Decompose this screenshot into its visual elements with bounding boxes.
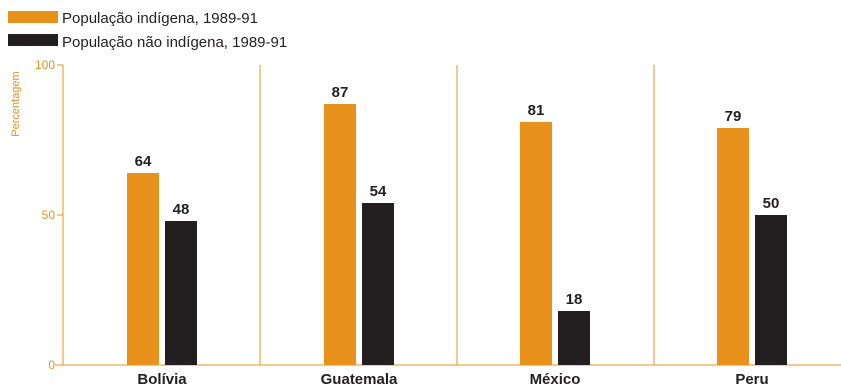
legend-label-non-indigenous: População não indígena, 1989-91: [62, 34, 287, 51]
y-tick-label: 50: [42, 208, 56, 222]
data-label: 87: [332, 84, 349, 101]
data-label: 64: [135, 153, 152, 170]
bar-non-indigenous: [165, 221, 197, 365]
category-label: Bolívia: [137, 371, 187, 387]
category-label: Peru: [735, 371, 768, 387]
y-tick-label: 0: [48, 358, 55, 372]
data-label: 50: [763, 195, 780, 212]
bar-non-indigenous: [755, 215, 787, 365]
data-label: 48: [173, 201, 190, 218]
y-tick-label: 100: [35, 58, 55, 72]
legend-label-indigenous: População indígena, 1989-91: [62, 10, 258, 27]
legend-swatch-indigenous: [8, 11, 58, 23]
data-label: 81: [528, 102, 545, 119]
legend: População indígena, 1989-91 População nã…: [8, 10, 287, 51]
legend-swatch-non-indigenous: [8, 34, 58, 46]
data-label: 79: [725, 108, 742, 125]
bars: 64 48 Bolívia 87 54 Guatemala 81 18 México 79 50 Pe…: [127, 84, 787, 387]
bar-non-indigenous: [558, 311, 590, 365]
category-label: México: [530, 371, 581, 387]
bar-non-indigenous: [362, 203, 394, 365]
bar-indigenous: [127, 173, 159, 365]
category-label: Guatemala: [321, 371, 398, 387]
y-axis-label: Percentagem: [10, 71, 22, 136]
data-label: 18: [566, 291, 583, 308]
bar-indigenous: [324, 104, 356, 365]
bar-indigenous: [520, 122, 552, 365]
bar-indigenous: [717, 128, 749, 365]
data-label: 54: [370, 183, 387, 200]
